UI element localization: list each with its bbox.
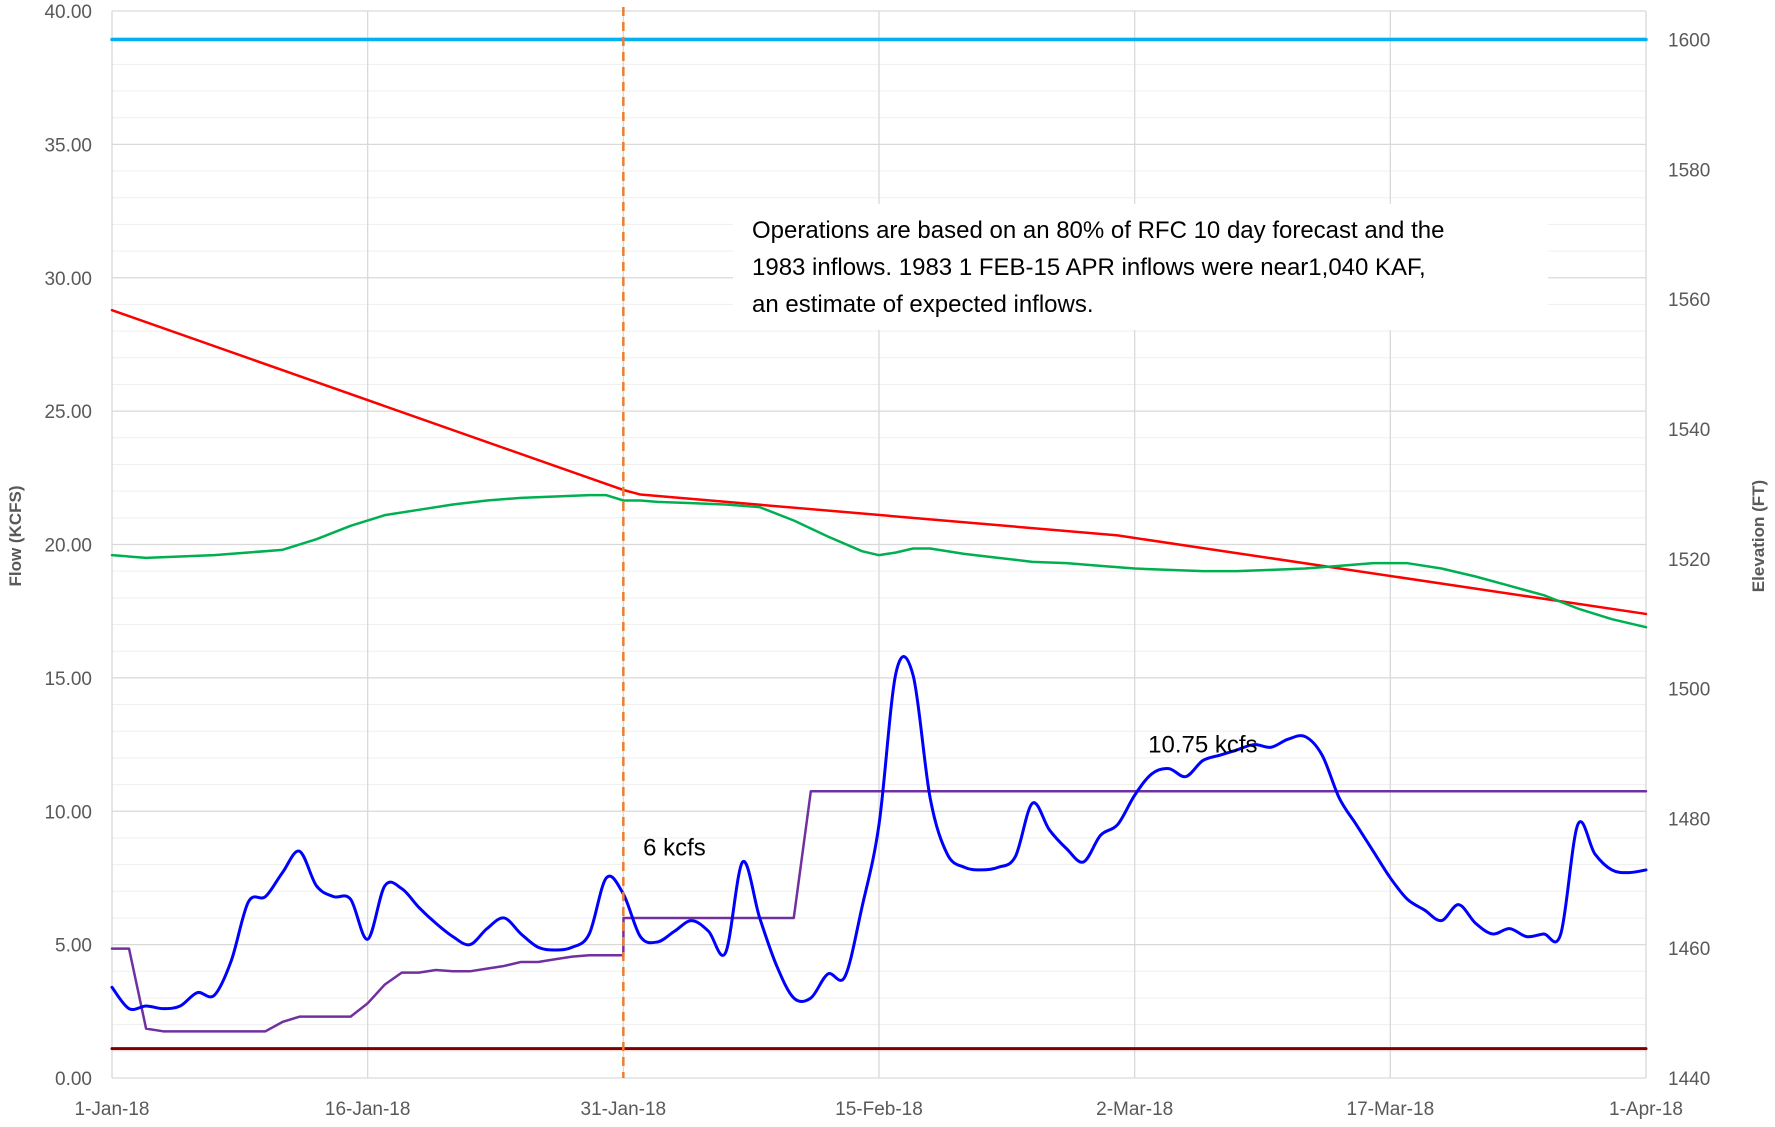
- y-tick-label: 35.00: [44, 135, 92, 156]
- left-axis-ticks: 0.00 5.00 10.00 15.00 20.00 25.00 30.00 35.00 40…: [44, 2, 92, 1090]
- annotation-layer: 6 kcfs 10.75 kcfs: [643, 732, 1257, 862]
- forecast-note-line-2: 1983 inflows. 1983 1 FEB-15 APR inflows …: [752, 254, 1426, 281]
- y-tick-label: 0.00: [55, 1069, 92, 1090]
- y2-tick-label: 1520: [1668, 550, 1710, 571]
- series-line-3: [110, 493, 1648, 629]
- x-tick-label: 16-Jan-18: [325, 1099, 411, 1120]
- y2-tick-label: 1580: [1668, 160, 1710, 181]
- forecast-note-line-3: an estimate of expected inflows.: [752, 291, 1094, 318]
- series-layer: [110, 37, 1648, 1051]
- x-tick-label: 1-Apr-18: [1609, 1099, 1683, 1120]
- right-axis-title: Elevation (FT): [1749, 480, 1768, 592]
- y-tick-label: 10.00: [44, 802, 92, 823]
- x-tick-label: 31-Jan-18: [581, 1099, 667, 1120]
- series-line-4: [110, 789, 1648, 1033]
- y-tick-label: 5.00: [55, 936, 92, 957]
- y2-tick-label: 1480: [1668, 809, 1710, 830]
- y-tick-label: 20.00: [44, 536, 92, 557]
- y-tick-label: 15.00: [44, 669, 92, 690]
- forecast-note-line-1: Operations are based on an 80% of RFC 10…: [752, 217, 1444, 244]
- y-tick-label: 25.00: [44, 402, 92, 423]
- forecast-note: Operations are based on an 80% of RFC 10…: [733, 204, 1548, 330]
- x-tick-label: 15-Feb-18: [835, 1099, 923, 1120]
- x-tick-label: 1-Jan-18: [75, 1099, 150, 1120]
- y2-tick-label: 1540: [1668, 420, 1710, 441]
- annotation-6-kcfs: 6 kcfs: [643, 834, 706, 861]
- x-tick-label: 17-Mar-18: [1347, 1099, 1435, 1120]
- y2-tick-label: 1440: [1668, 1069, 1710, 1090]
- y2-tick-label: 1500: [1668, 680, 1710, 701]
- y-tick-label: 40.00: [44, 2, 92, 23]
- annotation-10-75-kcfs: 10.75 kcfs: [1148, 732, 1257, 759]
- left-axis-title: Flow (KCFS): [6, 485, 25, 586]
- y2-tick-label: 1600: [1668, 31, 1710, 52]
- series-line-6: [110, 655, 1648, 1012]
- x-tick-label: 2-Mar-18: [1096, 1099, 1173, 1120]
- y2-tick-label: 1560: [1668, 290, 1710, 311]
- right-axis-ticks: 1440 1460 1480 1500 1520 1540 1560 1580 1600: [1668, 31, 1710, 1090]
- series-line-2: [110, 308, 1648, 616]
- x-gridlines: [111, 11, 1647, 1078]
- y-tick-label: 30.00: [44, 269, 92, 290]
- x-axis-ticks: 1-Jan-18 16-Jan-18 31-Jan-18 15-Feb-18 2-Mar…: [75, 1099, 1683, 1120]
- forecast-note-background: [733, 204, 1548, 330]
- y2-tick-label: 1460: [1668, 939, 1710, 960]
